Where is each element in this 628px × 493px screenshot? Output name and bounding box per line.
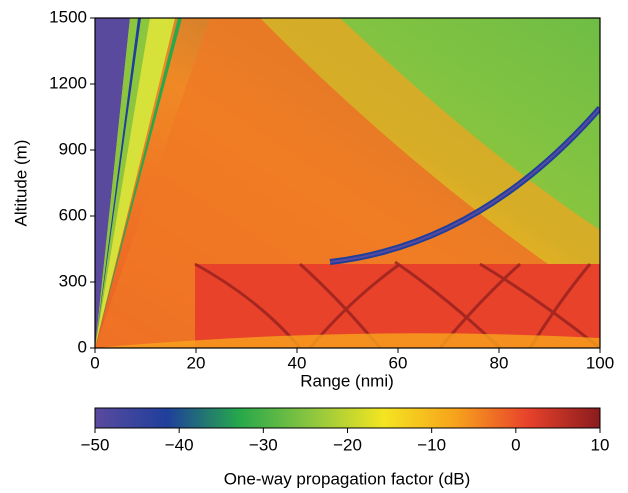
x-tick-label: 80 (490, 353, 509, 372)
field (95, 18, 600, 348)
y-tick-label: 0 (78, 337, 87, 356)
x-tick-label: 20 (187, 353, 206, 372)
colorbar-tick-label: −10 (417, 435, 446, 454)
colorbar-tick-label: 0 (511, 435, 520, 454)
x-tick-label: 40 (288, 353, 307, 372)
colorbar (95, 408, 600, 428)
colorbar-tick-label: −50 (81, 435, 110, 454)
y-tick-label: 600 (59, 205, 87, 224)
x-axis-label: Range (nmi) (300, 371, 394, 390)
x-tick-label: 0 (90, 353, 99, 372)
plot-frame (94, 17, 601, 349)
x-tick-label: 60 (389, 353, 408, 372)
y-tick-label: 900 (59, 139, 87, 158)
colorbar-tick-label: 10 (591, 435, 610, 454)
colorbar-tick-label: −30 (249, 435, 278, 454)
x-tick-label: 100 (586, 353, 614, 372)
y-axis-label: Altitude (m) (11, 140, 30, 227)
y-tick-label: 300 (59, 271, 87, 290)
y-tick-label: 1500 (49, 7, 87, 26)
colorbar-tick-label: −20 (333, 435, 362, 454)
y-tick-label: 1200 (49, 73, 87, 92)
colorbar-label: One-way propagation factor (dB) (224, 469, 471, 488)
colorbar-tick-label: −40 (165, 435, 194, 454)
